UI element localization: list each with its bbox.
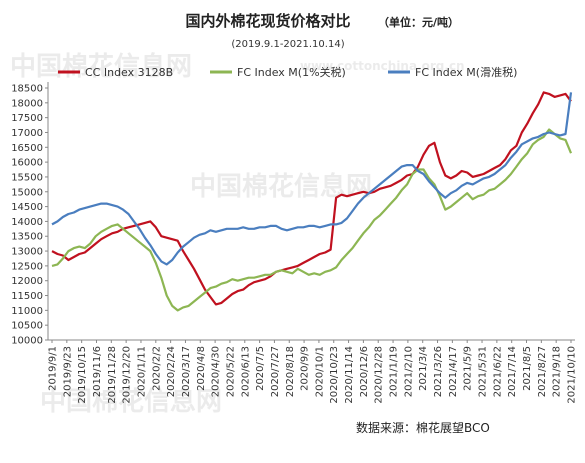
x-tick-label: 2020/2/24 xyxy=(166,346,177,397)
x-tick-label: 2020/2/2 xyxy=(151,346,162,391)
series-line-1 xyxy=(51,91,572,306)
x-tick-label: 2021/7/14 xyxy=(507,346,518,397)
watermark-text-3: 中国棉花信息网 xyxy=(40,386,222,417)
x-tick-label: 2019/9/23 xyxy=(62,346,73,397)
x-tick-label: 2020/12/28 xyxy=(374,346,385,404)
x-tick-label: 2021/5/31 xyxy=(478,346,489,397)
x-tick-label: 2020/9/9 xyxy=(300,346,311,391)
legend-item-2: FC Index M(1%关税) xyxy=(210,65,346,79)
x-tick-label: 2020/5/22 xyxy=(225,346,236,397)
y-tick-label: 16500 xyxy=(11,143,43,154)
x-tick-label: 2020/10/1 xyxy=(314,346,325,397)
x-tick-label: 2021/4/17 xyxy=(448,346,459,397)
x-tick-label: 2021/8/27 xyxy=(537,346,548,397)
series-line-2 xyxy=(51,128,573,312)
x-tick-label: 2021/6/22 xyxy=(492,346,503,397)
x-tick-label: 2020/3/17 xyxy=(181,346,192,397)
y-tick-label: 13000 xyxy=(11,247,43,258)
y-tick-label: 15000 xyxy=(11,187,43,198)
x-tick-label: 2019/11/28 xyxy=(107,346,118,404)
unit-note: （单位：元/吨） xyxy=(378,15,459,29)
x-tick-label: 2021/3/4 xyxy=(418,346,429,391)
y-tick-label: 18500 xyxy=(11,84,43,95)
chart-subtitle: (2019.9.1-2021.10.14) xyxy=(231,39,344,50)
legend-label: CC Index 3128B xyxy=(85,66,173,79)
y-tick-label: 10000 xyxy=(11,336,43,347)
x-tick-label: 2021/2/10 xyxy=(403,346,414,397)
x-tick-label: 2021/1/19 xyxy=(389,346,400,397)
legend-item-3: FC Index M(滑准税) xyxy=(388,65,517,79)
chart-title: 国内外棉花现货价格对比 xyxy=(185,12,350,30)
x-tick-label: 2020/4/8 xyxy=(196,346,207,391)
x-tick-label: 2020/1/11 xyxy=(136,346,147,397)
y-tick-label: 14000 xyxy=(11,217,43,228)
y-tick-label: 16000 xyxy=(11,158,43,169)
x-tick-label: 2019/12/20 xyxy=(122,346,133,404)
x-tick-label: 2020/12/6 xyxy=(359,346,370,397)
watermark-text-1: 中国棉花信息网 xyxy=(10,51,192,82)
watermark-text-2: 中国棉花信息网 xyxy=(190,171,372,202)
y-tick-label: 14500 xyxy=(11,202,43,213)
y-tick-label: 10500 xyxy=(11,321,43,332)
axes: 10000 10500 11000 11500 12000 12500 13000 13500… xyxy=(11,82,578,404)
y-tick-label: 11500 xyxy=(11,291,43,302)
x-tick-label: 2019/11/6 xyxy=(92,346,103,397)
x-tick-label: 2020/7/27 xyxy=(270,346,281,397)
x-tick-label: 2021/8/5 xyxy=(522,346,533,391)
x-tick-label: 2020/4/30 xyxy=(211,346,222,397)
x-tick-label: 2021/5/9 xyxy=(463,346,474,391)
source-note: 数据来源：棉花展望BCO xyxy=(356,420,490,435)
legend-label: FC Index M(1%关税) xyxy=(237,65,346,79)
y-tick-label: 11000 xyxy=(11,306,43,317)
legend: CC Index 3128B FC Index M(1%关税) FC Index M… xyxy=(58,65,517,79)
legend-label: FC Index M(滑准税) xyxy=(415,65,517,79)
y-tick-label: 17500 xyxy=(11,113,43,124)
x-tick-label: 2019/10/15 xyxy=(77,346,88,404)
y-tick-label: 17000 xyxy=(11,128,43,139)
y-tick-label: 12000 xyxy=(11,276,43,287)
x-tick-label: 2020/6/13 xyxy=(240,346,251,397)
x-tick-label: 2021/10/10 xyxy=(567,346,578,404)
x-tick-label: 2020/10/23 xyxy=(329,346,340,404)
series-line-3 xyxy=(51,92,573,266)
y-tick-label: 15500 xyxy=(11,172,43,183)
series-layer xyxy=(51,91,573,312)
x-tick-label: 2021/3/26 xyxy=(433,346,444,397)
y-tick-label: 13500 xyxy=(11,232,43,243)
y-tick-label: 12500 xyxy=(11,261,43,272)
x-tick-label: 2020/11/14 xyxy=(344,346,355,404)
legend-item-1: CC Index 3128B xyxy=(58,66,173,79)
x-tick-label: 2020/8/18 xyxy=(285,346,296,397)
x-tick-label: 2021/9/18 xyxy=(552,346,563,397)
y-tick-label: 18000 xyxy=(11,98,43,109)
watermark: 中国棉花信息网 中国棉花信息网 中国棉花信息网 www.cottonchina.… xyxy=(10,51,465,417)
watermark-url: www.cottonchina.org.cn xyxy=(300,59,465,73)
x-tick-label: 2019/9/1 xyxy=(48,346,59,391)
x-tick-label: 2020/7/5 xyxy=(255,346,266,391)
